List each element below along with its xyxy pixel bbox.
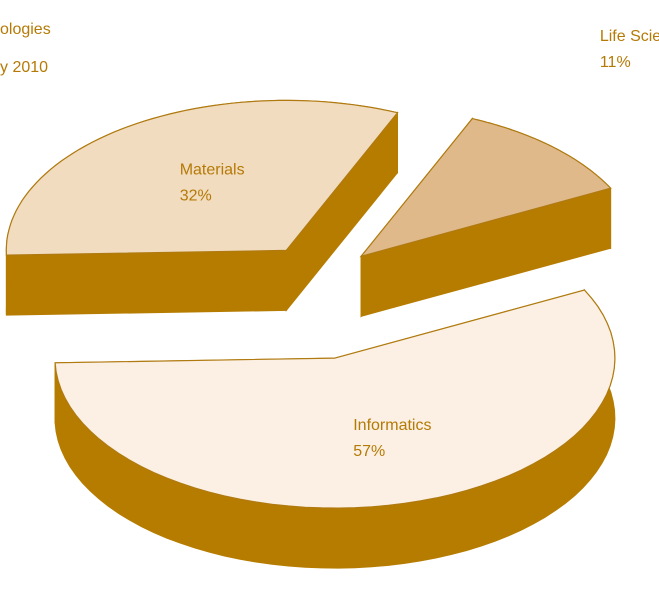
slice — [5, 99, 399, 256]
chart-title: ologies — [0, 21, 51, 38]
pie-slice — [54, 288, 616, 569]
slice-label: Materials — [180, 161, 245, 178]
slice-side — [5, 249, 287, 316]
slice — [359, 117, 612, 258]
pie-slice — [5, 99, 399, 316]
slice-value-label: 57% — [353, 443, 385, 460]
slice-value-label: 11% — [600, 54, 631, 71]
slice-label: Informatics — [353, 417, 431, 434]
slice — [54, 289, 616, 509]
chart-subtitle: y 2010 — [0, 59, 48, 76]
pie-slice — [359, 117, 612, 318]
slice-value-label: 32% — [180, 187, 212, 204]
slice-label: Life Sciences — [600, 28, 659, 45]
